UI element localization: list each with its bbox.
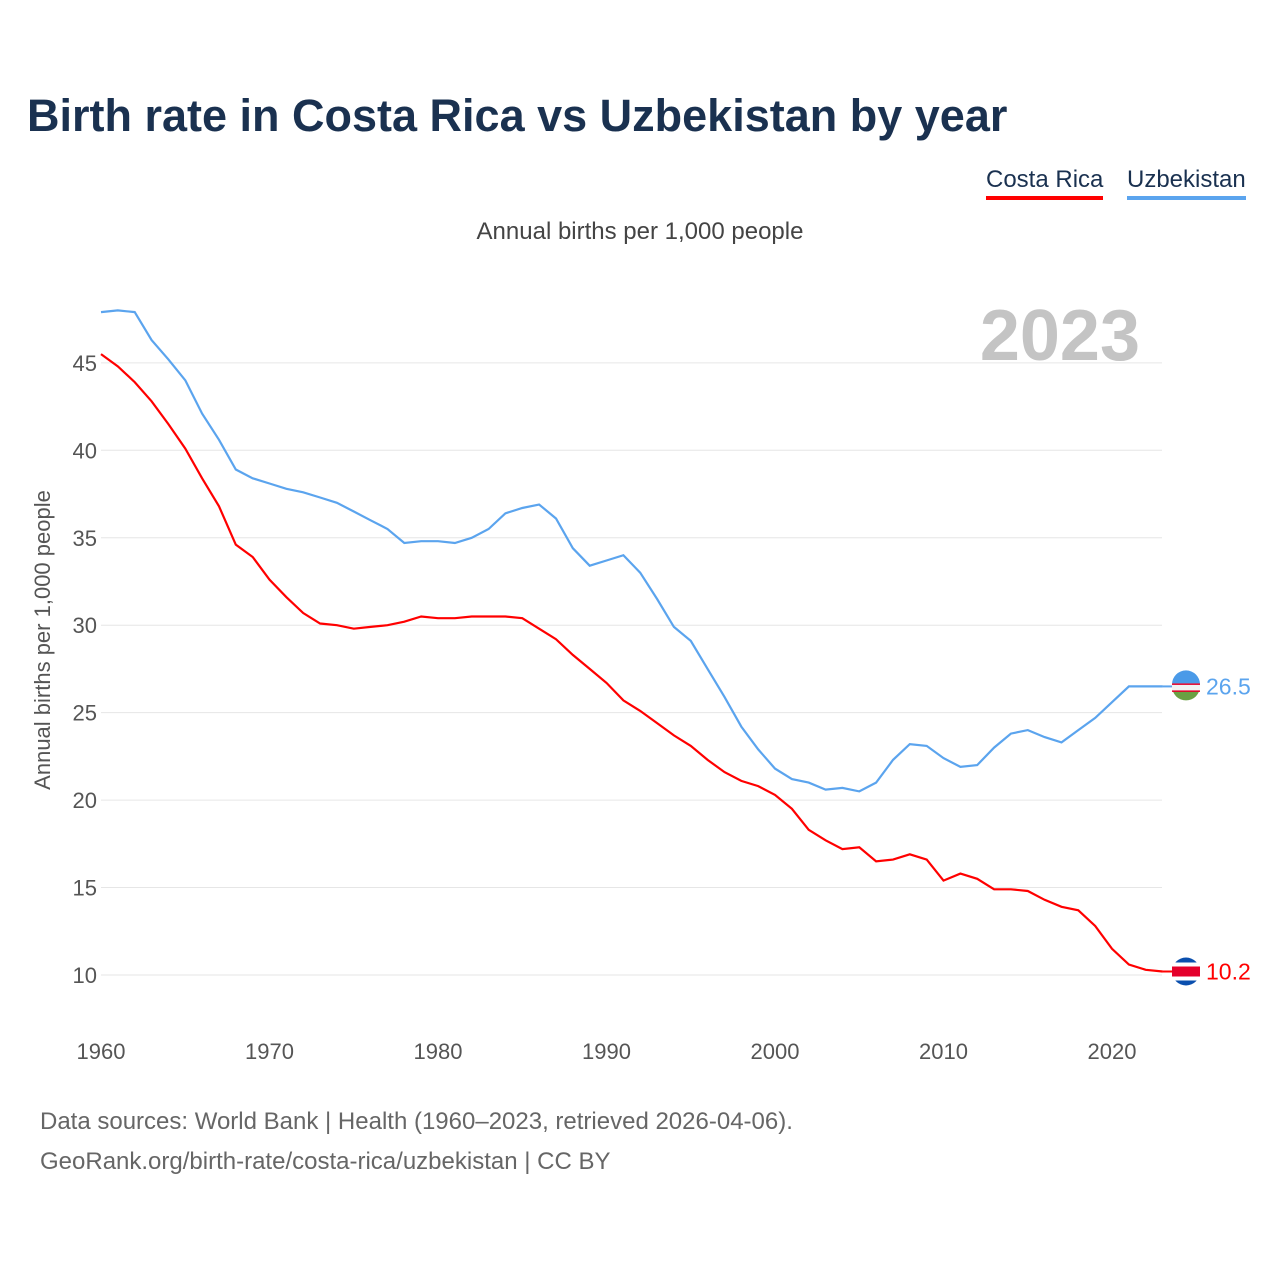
y-tick-label: 40: [73, 438, 97, 463]
flag-stripe: [1172, 683, 1200, 685]
legend-uzbekistan[interactable]: Uzbekistan: [1127, 166, 1246, 200]
flag-stripe: [1172, 690, 1200, 692]
chart-subtitle: Annual births per 1,000 people: [476, 218, 804, 245]
y-tick-label: 15: [73, 876, 97, 901]
x-tick-label: 2020: [1088, 1039, 1137, 1064]
year-label: 2023: [980, 296, 1140, 376]
y-tick-label: 25: [73, 701, 97, 726]
x-tick-label: 2000: [751, 1039, 800, 1064]
x-tick-label: 1990: [582, 1039, 631, 1064]
flag-stripe: [1172, 683, 1200, 692]
y-tick-label: 35: [73, 526, 97, 551]
footer-link[interactable]: GeoRank.org/birth-rate/costa-rica/uzbeki…: [40, 1148, 611, 1175]
y-tick-label: 45: [73, 351, 97, 376]
legend-costa-rica[interactable]: Costa Rica: [986, 166, 1104, 200]
y-tick-label: 20: [73, 788, 97, 813]
flag-stripe: [1172, 670, 1200, 685]
y-axis-label: Annual births per 1,000 people: [30, 490, 55, 790]
x-tick-label: 2010: [919, 1039, 968, 1064]
footer-source: Data sources: World Bank | Health (1960–…: [40, 1108, 793, 1135]
end-value-label: 10.2: [1206, 959, 1251, 985]
end-value-label: 26.5: [1206, 673, 1251, 699]
y-tick-label: 30: [73, 613, 97, 638]
y-tick-label: 10: [73, 963, 97, 988]
chart-title: Birth rate in Costa Rica vs Uzbekistan b…: [27, 90, 1008, 141]
x-tick-label: 1960: [77, 1039, 126, 1064]
series-line-uzbekistan: [100, 309, 1163, 793]
x-tick-label: 1980: [414, 1039, 463, 1064]
series-line-costa-rica: [100, 353, 1163, 973]
x-tick-label: 1970: [245, 1039, 294, 1064]
flag-stripe: [1172, 966, 1200, 977]
